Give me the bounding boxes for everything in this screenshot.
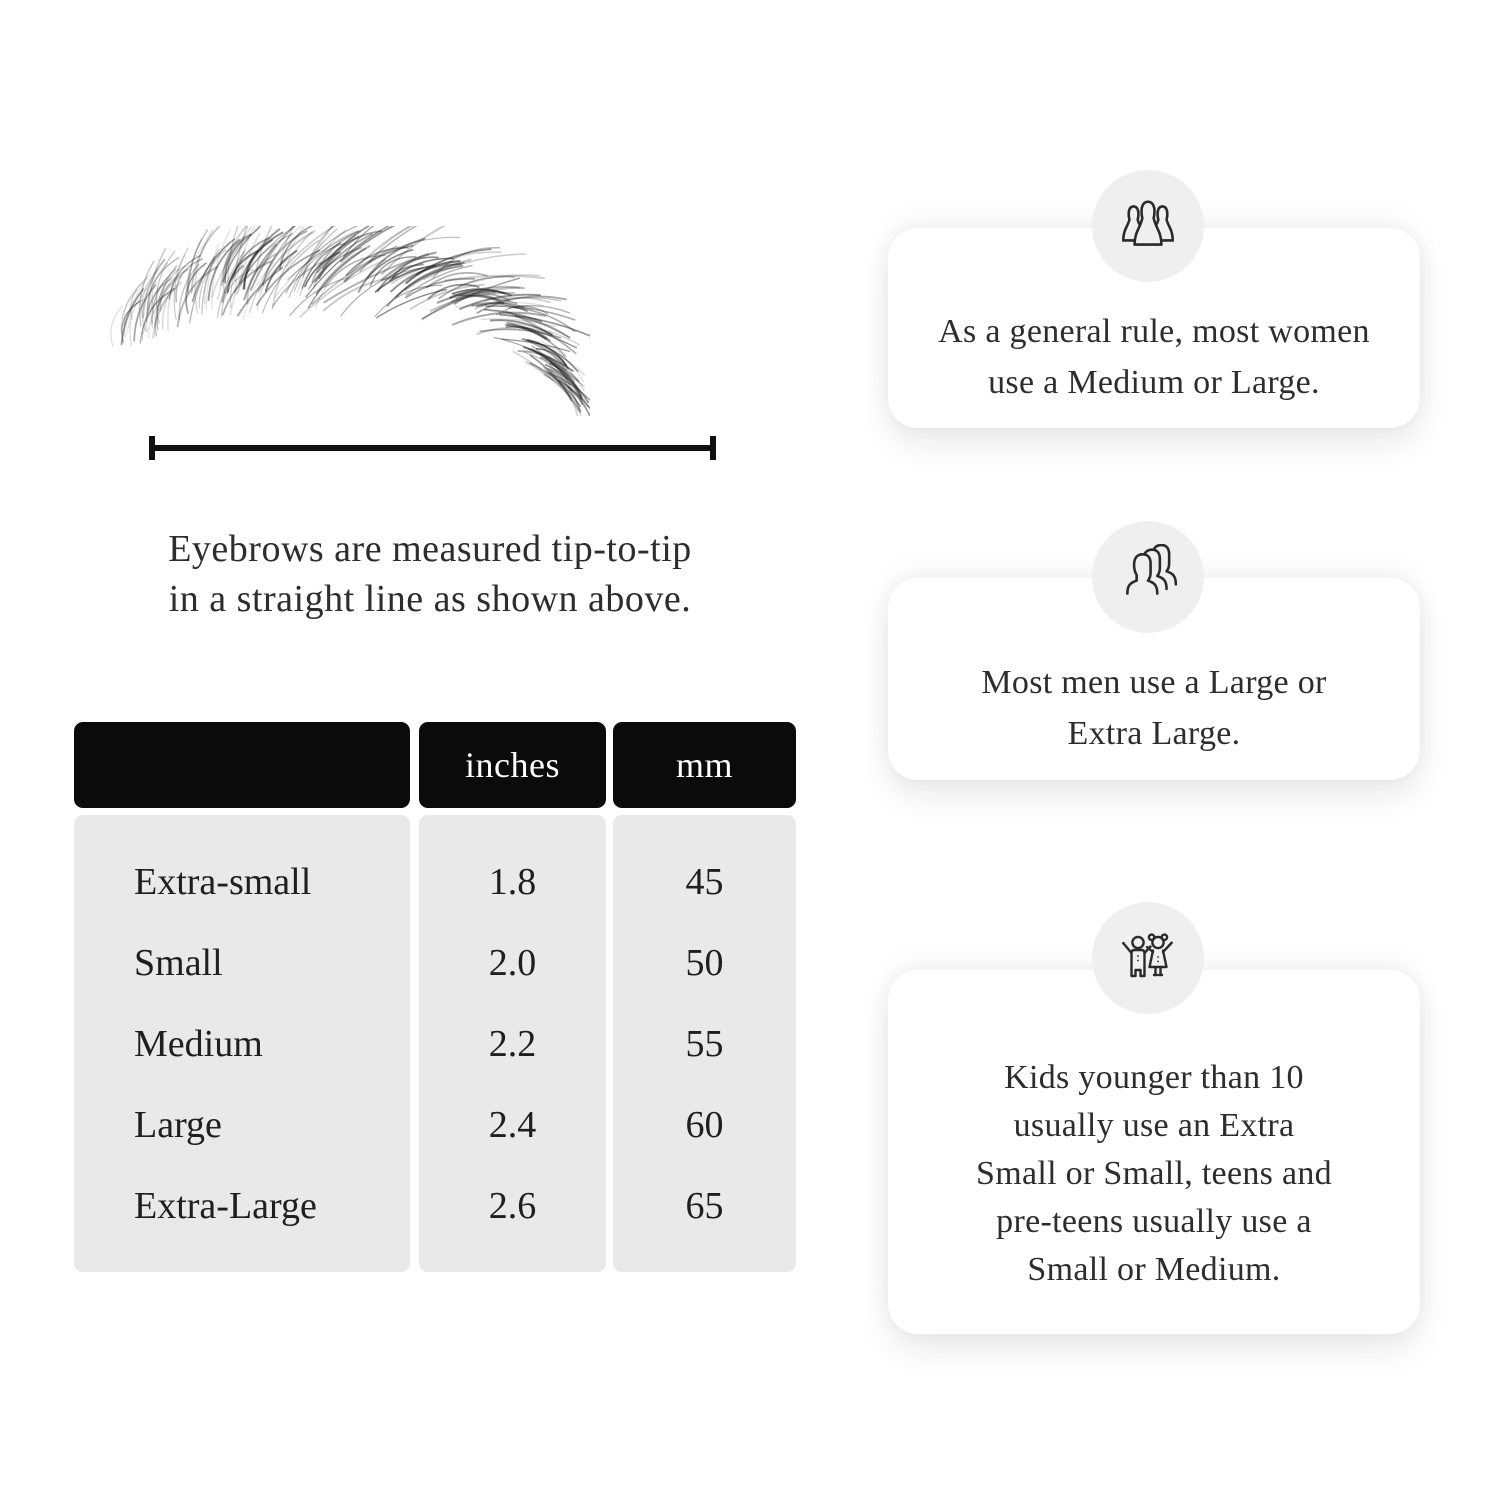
table-header-sizes	[74, 722, 410, 808]
table-cell-mm: 45	[685, 860, 724, 903]
table-cell-inches: 2.2	[488, 1022, 537, 1065]
card-kids-line-2: usually use an Extra	[1013, 1107, 1295, 1144]
eyebrow-sketch	[110, 188, 601, 427]
table-cell-mm: 60	[685, 1103, 724, 1146]
card-kids: Kids younger than 10 usually use an Extr…	[888, 970, 1420, 1334]
table-cell-inches: 2.0	[488, 941, 537, 984]
table-header-inches: inches	[419, 722, 606, 808]
caption-line-1: Eyebrows are measured tip-to-tip	[168, 528, 692, 570]
table-cell-mm: 65	[685, 1184, 724, 1227]
card-kids-line-5: Small or Medium.	[1027, 1251, 1281, 1288]
card-men-line-1: Most men use a Large or	[981, 664, 1327, 701]
table-row-label: Large	[134, 1103, 222, 1146]
women-badge	[1092, 170, 1204, 282]
kids-badge	[1092, 902, 1204, 1014]
measurement-line-left-cap	[149, 436, 155, 460]
card-kids-line-3: Small or Small, teens and	[976, 1155, 1332, 1192]
table-row-label: Extra-Large	[134, 1184, 317, 1227]
table-column-sizes: Extra-small Small Medium Large Extra-Lar…	[74, 815, 410, 1272]
table-row-label: Small	[134, 941, 223, 984]
table-column-inches: 1.8 2.0 2.2 2.4 2.6	[419, 815, 606, 1272]
table-row-label: Medium	[134, 1022, 263, 1065]
men-badge	[1092, 521, 1204, 633]
card-women-line-2: use a Medium or Large.	[988, 364, 1320, 401]
women-group-icon	[1121, 200, 1175, 246]
card-kids-line-1: Kids younger than 10	[1004, 1059, 1304, 1096]
measurement-line	[152, 445, 714, 451]
eyebrow-illustration	[90, 188, 601, 427]
caption-line-2: in a straight line as shown above.	[168, 578, 692, 620]
card-women-line-1: As a general rule, most women	[938, 313, 1370, 350]
card-kids-line-4: pre-teens usually use a	[996, 1203, 1312, 1240]
measurement-caption: Eyebrows are measured tip-to-tip in a st…	[105, 524, 755, 624]
table-cell-mm: 50	[685, 941, 724, 984]
measurement-line-right-cap	[710, 436, 716, 460]
men-group-icon	[1126, 544, 1178, 595]
kids-icon	[1122, 933, 1173, 978]
table-row-label: Extra-small	[134, 860, 312, 903]
table-cell-inches: 2.6	[488, 1184, 537, 1227]
table-cell-inches: 1.8	[488, 860, 537, 903]
table-column-mm: 45 50 55 60 65	[613, 815, 796, 1272]
card-men-line-2: Extra Large.	[1067, 715, 1241, 752]
table-cell-mm: 55	[685, 1022, 724, 1065]
table-header-mm: mm	[613, 722, 796, 808]
table-cell-inches: 2.4	[488, 1103, 537, 1146]
